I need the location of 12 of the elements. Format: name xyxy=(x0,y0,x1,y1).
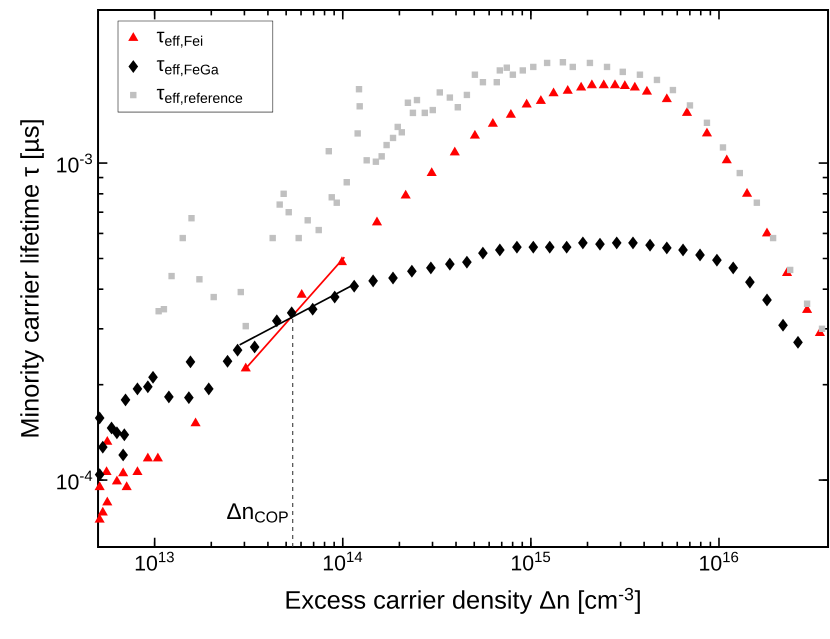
y-tick-label: 10$^{-4}$ xyxy=(57,470,92,490)
legend-label: $\text{τ}_{\text{eff,reference}}$ xyxy=(156,88,242,105)
annotation: Δn$_{COP}$ xyxy=(227,503,288,523)
x-tick-label: 10$^{15}$ xyxy=(512,552,550,571)
x-tick-label: 10$^{13}$ xyxy=(136,552,174,571)
x-tick-label: 10$^{16}$ xyxy=(700,552,738,571)
x-tick-label: 10$^{14}$ xyxy=(324,552,362,571)
x-axis-title: Excess carrier density Δn [cm$^{-3}$] xyxy=(286,588,640,614)
y-axis-title: Minority carrier lifetime τ [µs] xyxy=(20,120,44,437)
y-tick-label: 10$^{-3}$ xyxy=(57,154,92,173)
legend-label: $\text{τ}_{\text{eff,Fei}}$ xyxy=(156,32,202,48)
legend-label: $\text{τ}_{\text{eff,FeGa}}$ xyxy=(156,60,219,76)
